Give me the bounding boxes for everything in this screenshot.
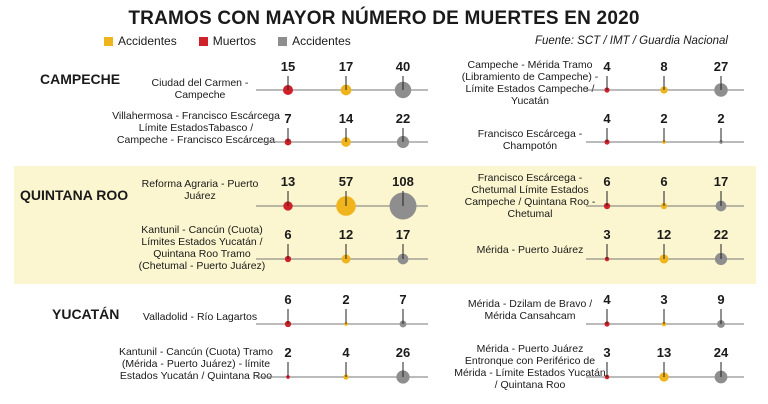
value-label: 26 xyxy=(395,345,411,360)
legend-swatch-yellow xyxy=(104,36,113,46)
value-label: 40 xyxy=(395,59,411,74)
value-label: 2 xyxy=(284,345,292,360)
chart-title: TRAMOS CON MAYOR NÚMERO DE MUERTES EN 20… xyxy=(128,8,640,29)
value-label: 6 xyxy=(603,174,611,189)
road-segment-label: Mérida - Puerto Juárez xyxy=(476,244,584,256)
value-label: 6 xyxy=(284,292,292,307)
state-label-campeche: CAMPECHE xyxy=(40,71,121,87)
value-label: 13 xyxy=(280,174,296,189)
value-label: 57 xyxy=(338,174,354,189)
road-segment-label: Mérida - Puerto Juárez Entronque con Per… xyxy=(454,343,606,391)
value-label: 14 xyxy=(338,111,354,126)
legend-swatch-gray xyxy=(278,36,288,46)
value-label: 15 xyxy=(280,59,296,74)
state-label-quintana-roo: QUINTANA ROO xyxy=(20,187,129,203)
value-label: 108 xyxy=(392,174,414,189)
value-label: 27 xyxy=(713,59,729,74)
value-label: 3 xyxy=(603,345,611,360)
value-label: 9 xyxy=(717,292,725,307)
value-label: 22 xyxy=(395,111,411,126)
value-label: 12 xyxy=(656,227,672,242)
value-label: 17 xyxy=(713,174,729,189)
value-label: 8 xyxy=(660,59,668,74)
value-label: 3 xyxy=(660,292,668,307)
value-label: 2 xyxy=(342,292,350,307)
value-label: 4 xyxy=(603,292,611,307)
value-label: 17 xyxy=(338,59,354,74)
road-segment-label: Campeche - Mérida Tramo (Libramiento de … xyxy=(461,59,599,107)
value-label: 7 xyxy=(399,292,407,307)
value-label: 22 xyxy=(713,227,729,242)
value-label: 24 xyxy=(713,345,729,360)
quintana-roo-highlight-band xyxy=(14,166,756,284)
source-note: Fuente: SCT / IMT / Guardia Nacional xyxy=(534,35,728,47)
value-label: 13 xyxy=(656,345,672,360)
value-label: 12 xyxy=(338,227,354,242)
state-label-yucatan: YUCATÁN xyxy=(52,306,120,322)
legend-item-muertos: Muertos xyxy=(198,34,257,48)
legend-item-accidentes-yellow: Accidentes xyxy=(104,34,177,48)
value-label: 3 xyxy=(603,227,611,242)
road-segment-label: Francisco Escárcega - Champotón xyxy=(477,128,583,152)
road-segment-label: Reforma Agraria - Puerto Juárez xyxy=(141,178,259,202)
legend-label: Accidentes xyxy=(292,34,351,48)
legend-label: Muertos xyxy=(212,34,257,48)
legend-swatch-red xyxy=(198,36,208,46)
legend: Accidentes Muertos Accidentes xyxy=(104,34,351,48)
value-label: 2 xyxy=(660,111,668,126)
road-segment-label: Valladolid - Río Lagartos xyxy=(142,311,258,323)
value-label: 4 xyxy=(603,59,611,74)
road-segment-label: Ciudad del Carmen - Campeche xyxy=(151,77,249,101)
road-segment-label: Francisco Escárcega - Chetumal Límite Es… xyxy=(464,172,596,220)
legend-label: Accidentes xyxy=(118,34,177,48)
value-label: 4 xyxy=(342,345,350,360)
value-label: 2 xyxy=(717,111,725,126)
value-label: 7 xyxy=(284,111,292,126)
value-label: 4 xyxy=(603,111,611,126)
value-label: 17 xyxy=(395,227,411,242)
legend-item-accidentes-gray: Accidentes xyxy=(278,34,351,48)
value-label: 6 xyxy=(660,174,668,189)
road-segment-label: Kantunil - Cancún (Cuota) Tramo (Mérida … xyxy=(118,346,274,382)
road-segment-label: Villahermosa - Francisco Escárcega Límit… xyxy=(112,110,280,146)
road-segment-label: Kantunil - Cancún (Cuota) Límites Estado… xyxy=(138,224,266,272)
road-segment-label: Mérida - Dzilam de Bravo / Mérida Cansah… xyxy=(467,298,593,322)
value-label: 6 xyxy=(284,227,292,242)
